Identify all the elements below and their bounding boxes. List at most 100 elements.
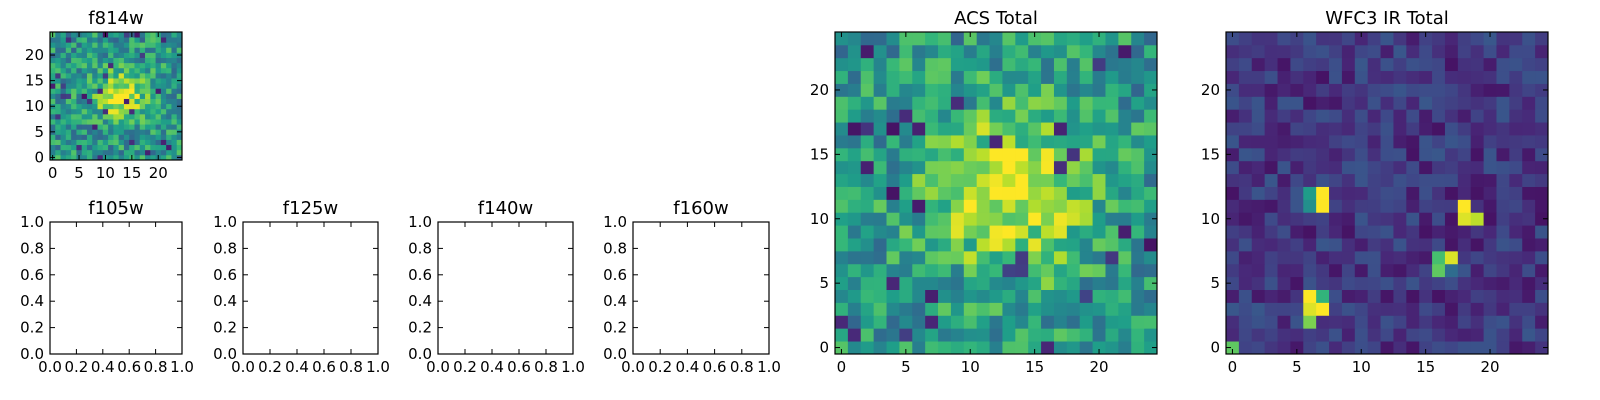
heatmap-cell	[1496, 276, 1510, 290]
heatmap-cell	[1444, 276, 1459, 290]
heatmap-cell	[1041, 109, 1055, 123]
heatmap-cell	[1002, 44, 1016, 59]
heatmap-cell	[1316, 289, 1330, 303]
heatmap-cell	[160, 78, 167, 84]
heatmap-cell	[963, 122, 978, 136]
heatmap-cell	[92, 108, 98, 115]
heatmap-cell	[1354, 186, 1369, 200]
heatmap-cell	[847, 289, 862, 303]
heatmap-cell	[989, 212, 1003, 226]
heatmap-cell	[108, 154, 114, 161]
heatmap-cell	[1105, 44, 1119, 59]
heatmap-cell	[145, 113, 151, 120]
heatmap-cell	[176, 88, 183, 94]
heatmap-cell	[938, 341, 952, 355]
y-tick-label: 0.0	[213, 345, 237, 363]
heatmap-cell	[1290, 315, 1304, 329]
heatmap-cell	[139, 124, 146, 130]
heatmap-cell	[1092, 44, 1106, 59]
heatmap-cell	[938, 44, 952, 59]
heatmap-cell	[1251, 250, 1266, 265]
heatmap-cell	[65, 57, 72, 64]
y-tick-label: 20	[1201, 81, 1220, 99]
heatmap-cell	[1496, 315, 1510, 329]
heatmap-cell	[1238, 199, 1253, 213]
heatmap-cell	[925, 263, 939, 278]
heatmap-cell	[1105, 83, 1119, 97]
heatmap-cell	[860, 173, 875, 187]
heatmap-cell	[1457, 57, 1472, 72]
heatmap-cell	[160, 108, 167, 115]
heatmap-cell	[1522, 44, 1536, 59]
heatmap-cell	[1483, 32, 1497, 46]
heatmap-cell	[1316, 57, 1330, 72]
heatmap-cell	[835, 44, 849, 59]
heatmap-cell	[134, 129, 141, 135]
heatmap-cell	[1277, 135, 1291, 149]
heatmap-cell	[1277, 263, 1291, 278]
heatmap-cell	[81, 154, 88, 161]
heatmap-cell	[1092, 122, 1106, 136]
heatmap-cell	[1316, 122, 1330, 136]
heatmap-cell	[1264, 173, 1278, 187]
heatmap-cell	[950, 212, 965, 226]
heatmap-cell	[71, 98, 77, 105]
heatmap-cell	[1444, 328, 1459, 342]
heatmap-cell	[1303, 212, 1317, 226]
heatmap-cell	[1354, 44, 1369, 59]
heatmap-cell	[123, 154, 130, 161]
heatmap-cell	[1028, 212, 1042, 226]
heatmap-cell	[873, 109, 887, 123]
heatmap-cell	[1470, 57, 1484, 72]
heatmap-cell	[835, 199, 849, 213]
heatmap-cell	[108, 78, 114, 84]
x-tick-label: 0	[837, 358, 847, 376]
x-tick-label: 0.0	[426, 358, 450, 376]
heatmap-cell	[65, 83, 72, 89]
heatmap-cell	[963, 173, 978, 187]
heatmap-cell	[1144, 96, 1158, 110]
heatmap-cell	[1509, 57, 1523, 72]
heatmap-cell	[1303, 160, 1317, 175]
heatmap-cell	[1393, 135, 1407, 149]
heatmap-cell	[873, 57, 887, 72]
heatmap-cell	[963, 341, 978, 355]
heatmap-cell	[989, 160, 1003, 175]
heatmap-cell	[97, 124, 104, 130]
heatmap-cell	[160, 57, 167, 64]
heatmap-cell	[1444, 147, 1459, 162]
heatmap-cell	[912, 302, 926, 316]
heatmap-cell	[1105, 289, 1119, 303]
heatmap-cell	[71, 42, 77, 48]
heatmap-cell	[1341, 83, 1356, 97]
heatmap-cell	[113, 93, 120, 99]
heatmap-cell	[860, 199, 875, 213]
heatmap-cell	[1105, 225, 1119, 239]
heatmap-cell	[60, 124, 67, 130]
heatmap-cell	[65, 113, 72, 120]
heatmap-cell	[1028, 315, 1042, 329]
heatmap-cell	[123, 57, 130, 64]
heatmap-cell	[835, 160, 849, 175]
heatmap-cell	[976, 276, 990, 290]
heatmap-cell	[835, 328, 849, 342]
heatmap-cell	[166, 98, 172, 105]
heatmap-cell	[1002, 83, 1016, 97]
heatmap-cell	[118, 149, 125, 156]
x-tick-label: 15	[122, 164, 141, 182]
heatmap-cell	[92, 57, 98, 64]
heatmap-cell	[60, 113, 67, 120]
heatmap-cell	[1226, 199, 1240, 213]
heatmap-cell	[1406, 315, 1420, 329]
heatmap-cell	[886, 160, 900, 175]
heatmap-cell	[835, 109, 849, 123]
heatmap-cell	[97, 62, 104, 69]
heatmap-cell	[1251, 238, 1266, 252]
heatmap-cell	[1406, 263, 1420, 278]
heatmap-cell	[989, 57, 1003, 72]
heatmap-cell	[1053, 276, 1068, 290]
heatmap-cell	[1277, 238, 1291, 252]
heatmap-cell	[50, 88, 56, 94]
heatmap-cell	[976, 199, 990, 213]
heatmap-cell	[938, 83, 952, 97]
